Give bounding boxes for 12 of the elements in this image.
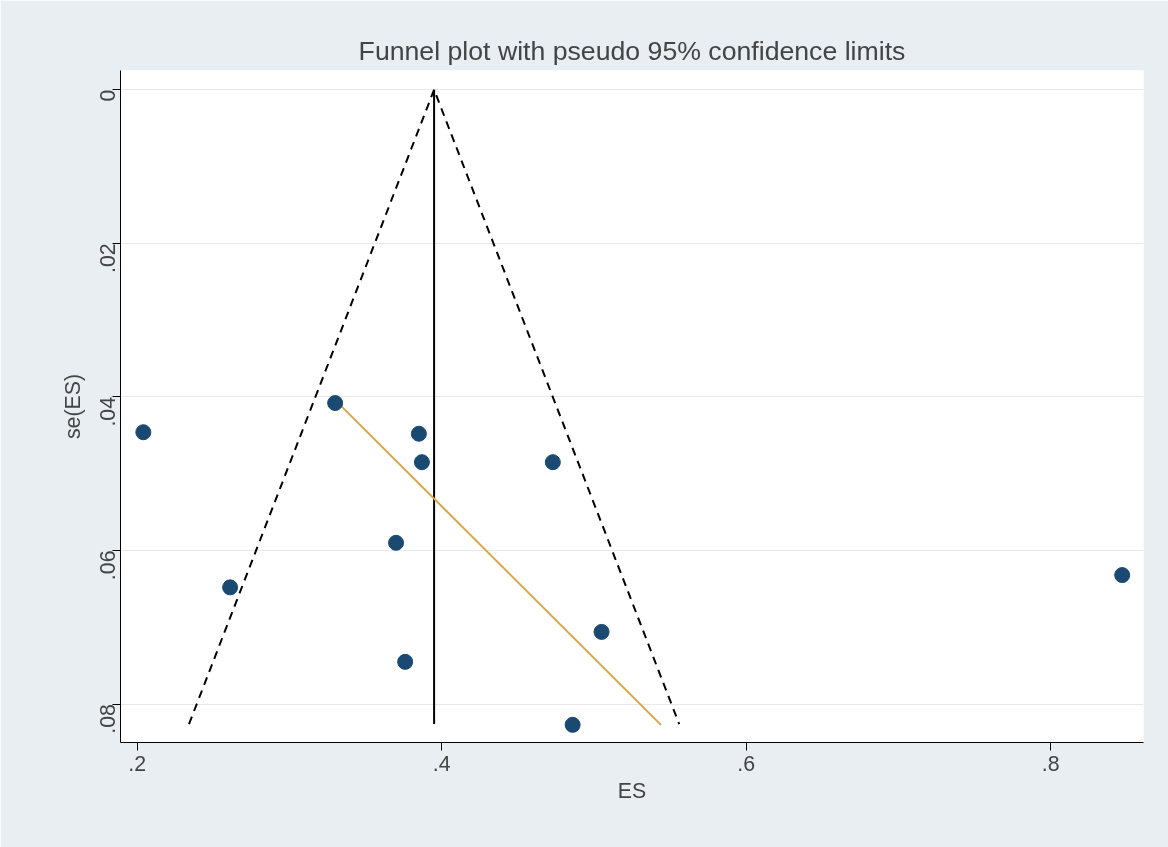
y-tick-label: .04 (96, 396, 120, 427)
x-tick-label: .4 (432, 751, 451, 776)
y-tick-label: 0 (96, 89, 120, 102)
y-tick-label: .08 (96, 704, 120, 734)
x-axis-title: ES (617, 778, 647, 803)
x-tick-label: .6 (737, 751, 756, 776)
y-axis-title: se(ES) (60, 373, 85, 440)
x-tick-label: .8 (1041, 751, 1060, 776)
chart-title: Funnel plot with pseudo 95% confidence limits (358, 35, 906, 66)
y-tick-label: .06 (96, 550, 120, 581)
x-tick-label: .2 (128, 751, 147, 776)
y-tick-label: .02 (96, 243, 120, 273)
